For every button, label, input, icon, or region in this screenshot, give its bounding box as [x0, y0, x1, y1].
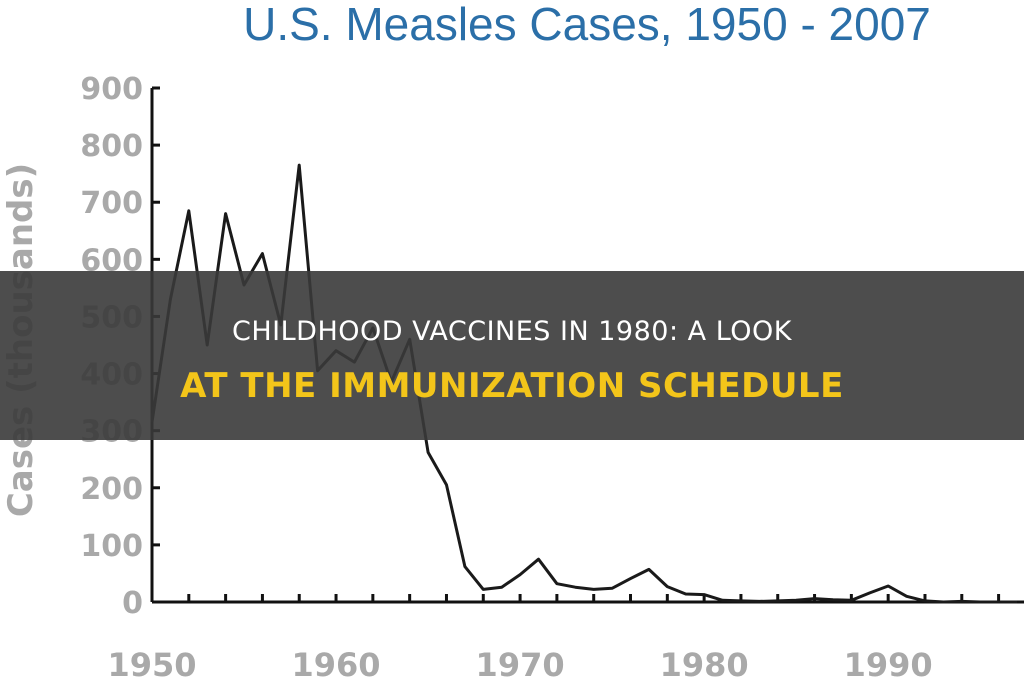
x-tick-labels: 1950 1960 1970 1980 1990 [107, 646, 932, 680]
y-tick-label: 100 [80, 529, 143, 564]
title-banner: CHILDHOOD VACCINES IN 1980: A LOOK AT TH… [0, 271, 1024, 440]
x-tick-label: 1990 [844, 646, 933, 680]
x-tick-label: 1950 [107, 646, 196, 680]
banner-headline-line2: AT THE IMMUNIZATION SCHEDULE [180, 366, 844, 406]
y-tick-label: 800 [80, 129, 143, 164]
series-line [150, 163, 1017, 604]
x-tick-label: 1970 [476, 646, 565, 680]
y-tick-label: 0 [122, 586, 143, 621]
y-tick-label: 200 [80, 472, 143, 507]
y-tick-label: 900 [80, 72, 143, 107]
series-layer [150, 163, 1018, 604]
x-tick-label: 1980 [660, 646, 749, 680]
x-tick-label: 1960 [292, 646, 381, 680]
chart-title: U.S. Measles Cases, 1950 - 2007 [243, 0, 931, 50]
y-tick-label: 700 [80, 186, 143, 221]
banner-headline-line1: CHILDHOOD VACCINES IN 1980: A LOOK [232, 316, 792, 347]
